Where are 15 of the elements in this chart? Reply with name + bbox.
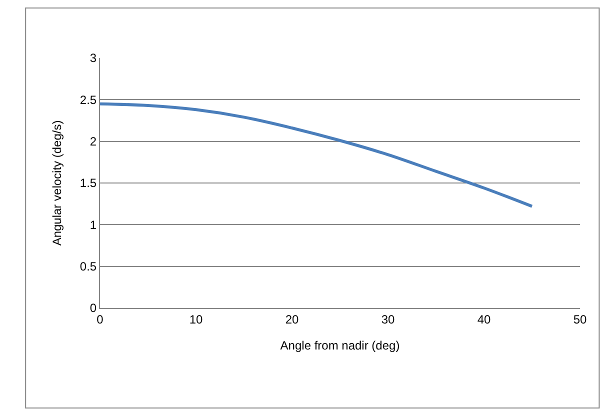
- y-tick-label: 1: [90, 218, 97, 232]
- y-tick-label: 1.5: [80, 176, 97, 190]
- y-tick-label: 0.5: [80, 260, 97, 274]
- x-tick-label: 40: [477, 312, 491, 326]
- y-tick-label: 3: [90, 51, 97, 66]
- y-axis-title: Angular velocity (deg/s): [50, 120, 64, 246]
- x-tick-label: 20: [285, 312, 299, 326]
- y-tick-label: 2.5: [80, 92, 97, 107]
- x-tick-label: 30: [381, 312, 395, 326]
- y-tick-label: 2: [90, 134, 97, 149]
- y-tick-label: 0: [90, 301, 97, 316]
- x-tick-label: 50: [573, 312, 587, 326]
- x-axis-title: Angle from nadir (deg): [280, 338, 400, 352]
- x-tick-label: 10: [189, 312, 203, 326]
- line-series: [100, 102, 534, 208]
